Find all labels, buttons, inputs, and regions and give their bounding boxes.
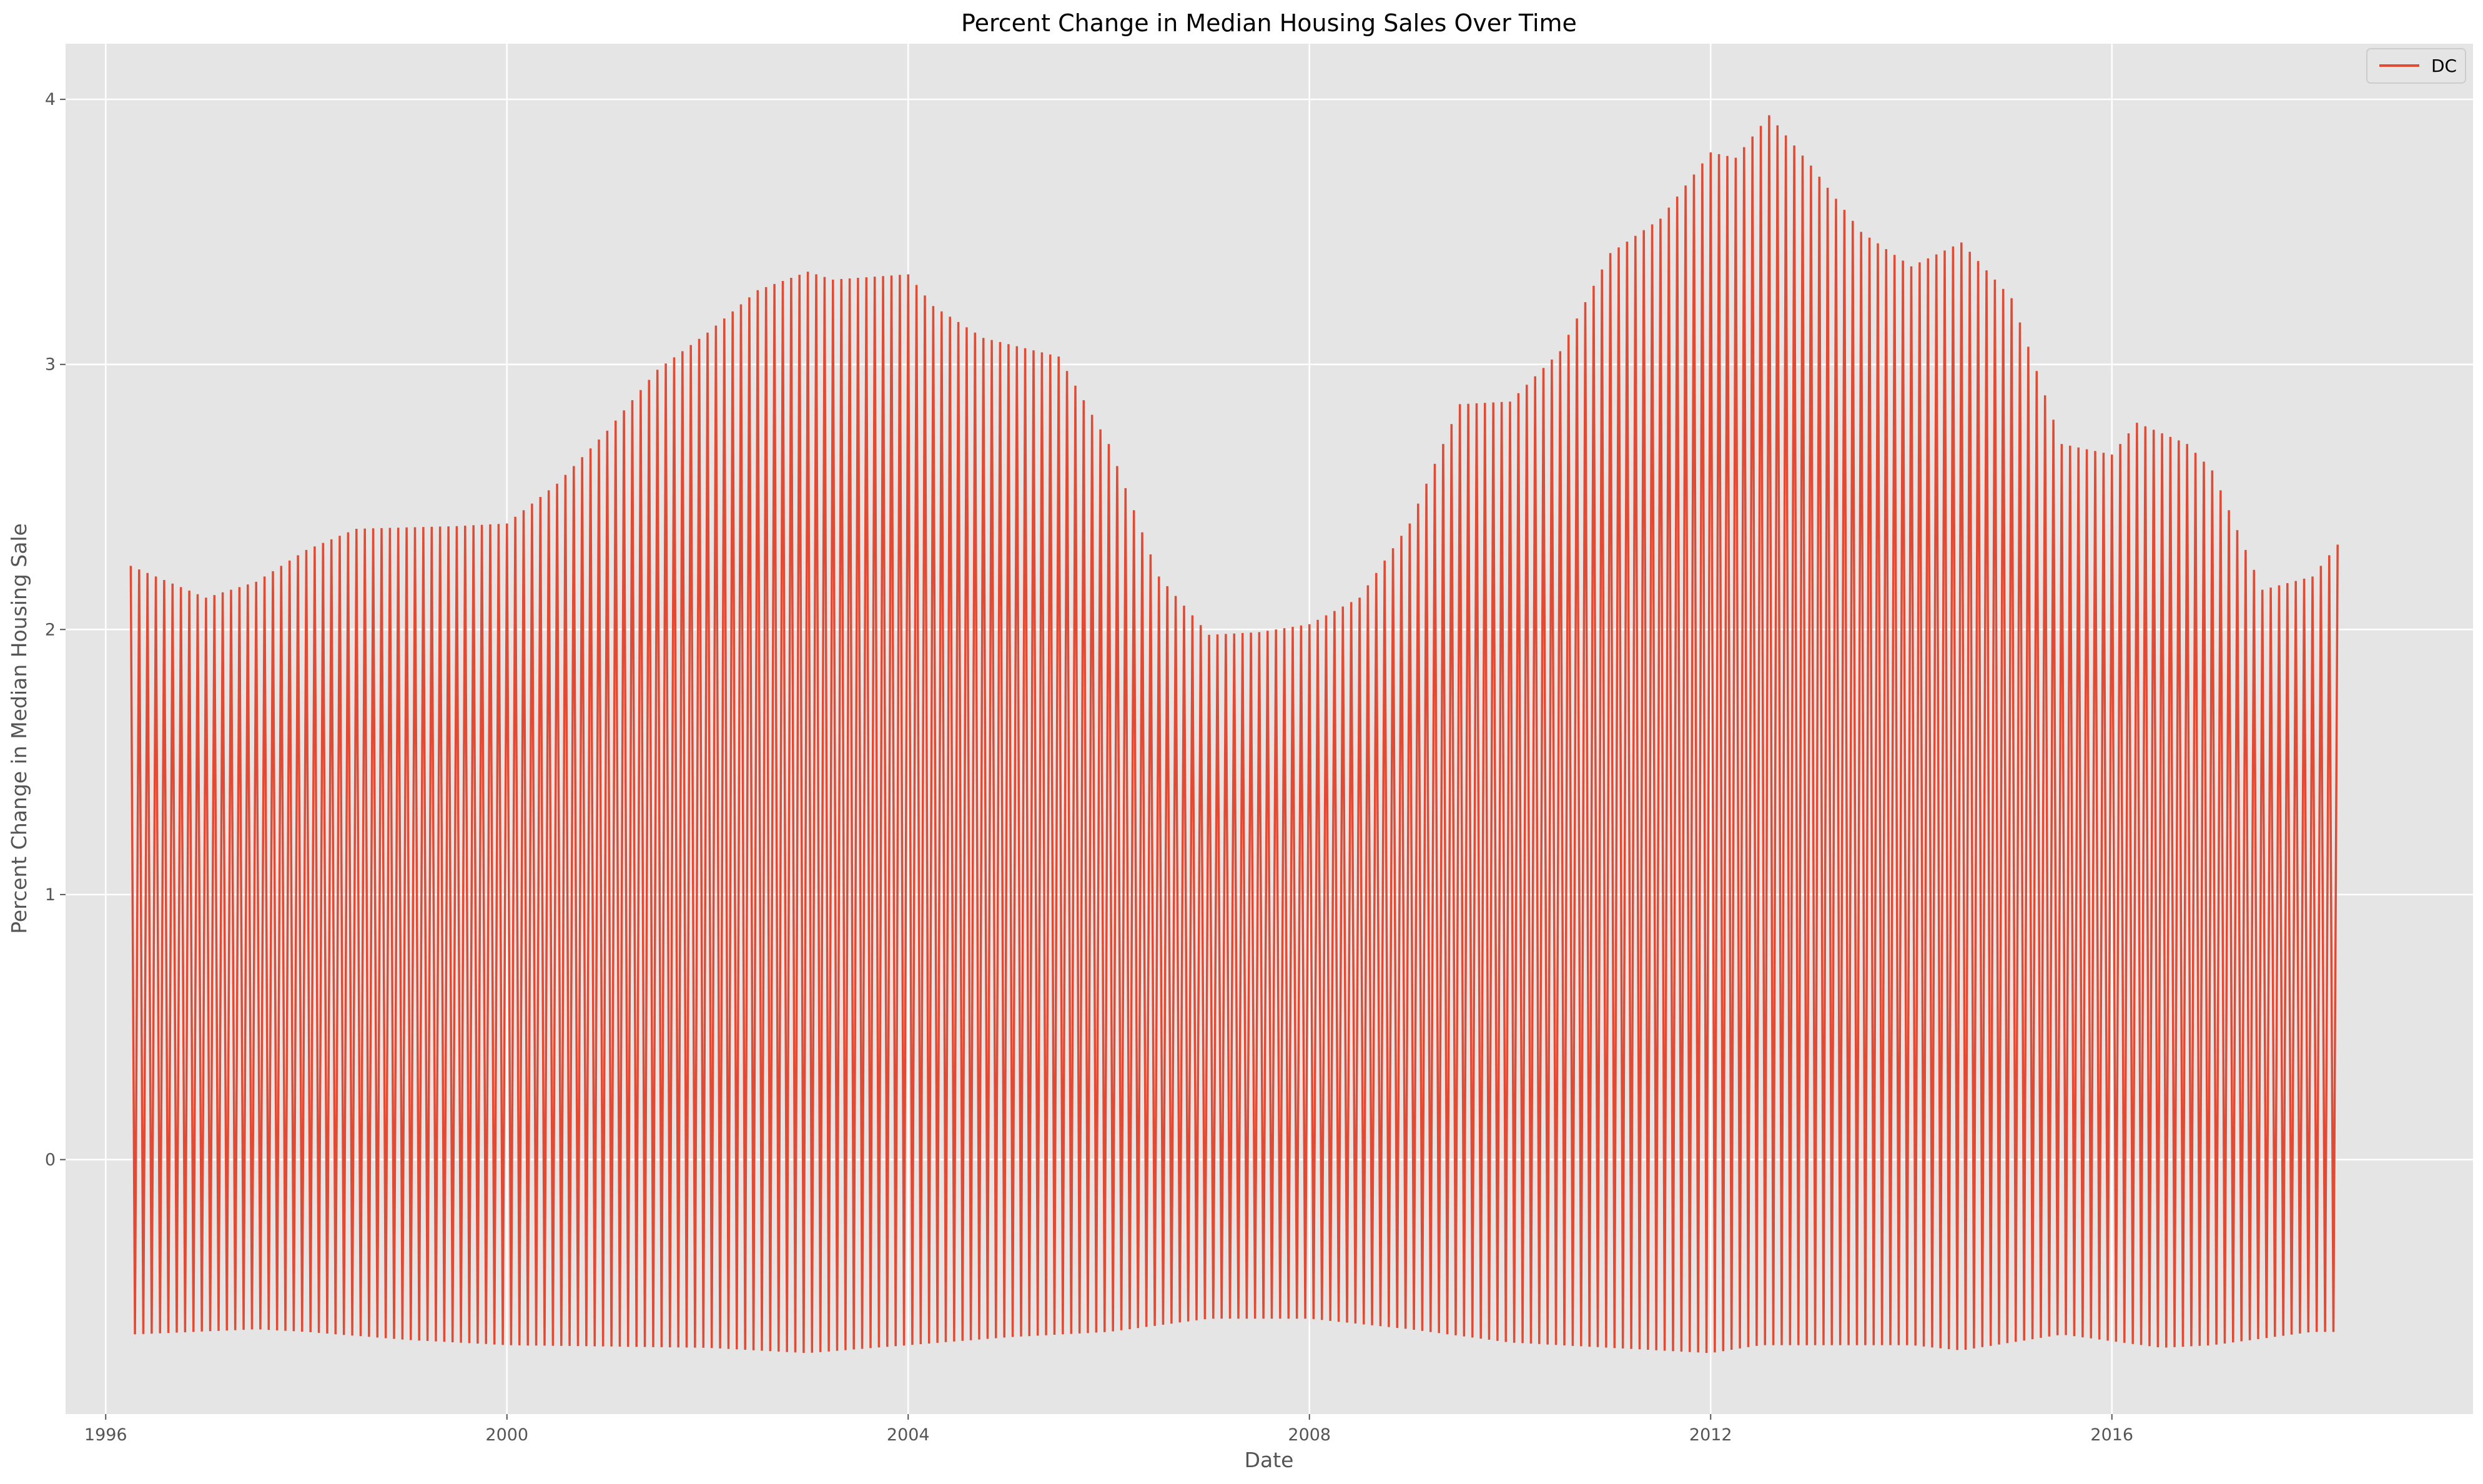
- y-tick-label: 4: [45, 90, 56, 109]
- x-axis-label: Date: [1245, 1448, 1294, 1472]
- x-tick-label: 1996: [84, 1425, 127, 1445]
- y-tick-label: 3: [45, 355, 56, 375]
- y-tick-label: 2: [45, 620, 56, 639]
- series-line-dc: [129, 115, 2339, 1354]
- x-tick-label: 2012: [1689, 1425, 1732, 1445]
- x-tick-label: 2008: [1288, 1425, 1331, 1445]
- series-dc: [129, 115, 2339, 1354]
- x-tick-label: 2004: [887, 1425, 930, 1445]
- chart-title: Percent Change in Median Housing Sales O…: [961, 9, 1577, 37]
- ticks: 1996 2000 2004 2008 2012 2016 0 1 2 3 4: [45, 90, 2133, 1445]
- y-tick-label: 1: [45, 885, 56, 905]
- legend: DC: [2366, 48, 2466, 84]
- y-axis-label: Percent Change in Median Housing Sale: [7, 523, 31, 934]
- x-tick-label: 2000: [485, 1425, 528, 1445]
- x-tick-label: 2016: [2090, 1425, 2133, 1445]
- y-tick-label: 0: [45, 1150, 56, 1169]
- legend-label-dc: DC: [2431, 56, 2457, 76]
